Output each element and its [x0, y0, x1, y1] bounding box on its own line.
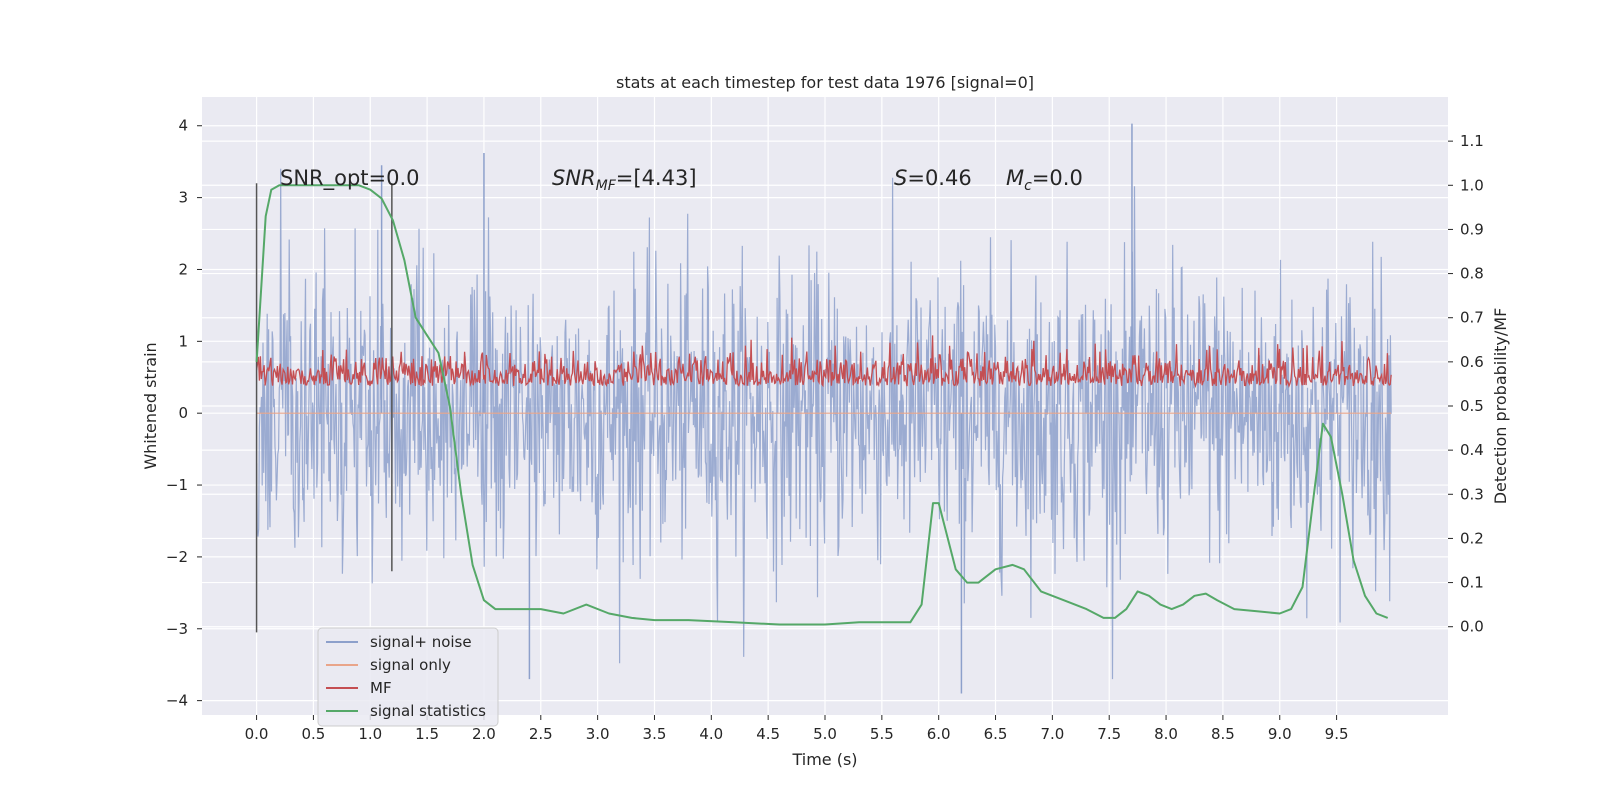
mf-line — [255, 335, 1392, 389]
annotation-mc-subscript: c — [1024, 178, 1032, 194]
y-right-tick-label: 0.4 — [1460, 441, 1484, 459]
x-tick-label: 6.0 — [927, 725, 951, 743]
x-tick-label: 4.5 — [756, 725, 780, 743]
x-tick-label: 9.0 — [1268, 725, 1292, 743]
y-right-tick-label: 0.9 — [1460, 220, 1484, 238]
x-tick-label: 0.5 — [301, 725, 325, 743]
y-right-tick-label: 1.1 — [1460, 132, 1484, 150]
signal-statistics-line — [255, 184, 1389, 626]
y-right-tick-label: 0.6 — [1460, 353, 1484, 371]
signal-statistics-series — [255, 184, 1389, 626]
x-tick-label: 5.0 — [813, 725, 837, 743]
annotation-s-value: =0.46 — [907, 166, 971, 190]
y-tick-label: −4 — [166, 692, 188, 710]
vertical-markers — [255, 183, 393, 633]
y-axis-label: Whitened strain — [141, 342, 160, 469]
x-axis-label: Time (s) — [791, 750, 857, 769]
legend: signal+ noise signal only MF signal stat… — [317, 627, 499, 727]
annotation-s: S=0.46 — [894, 166, 972, 190]
annotation-snr-mf-value: =[4.43] — [616, 166, 697, 190]
legend-label-signal-noise: signal+ noise — [370, 633, 472, 651]
annotation-snr-mf-subscript: MF — [596, 178, 617, 194]
y-right-tick-label: 0.0 — [1460, 618, 1484, 636]
axis-ticks: 0.0 0.5 1.0 1.5 2.0 2.5 3.0 3.5 4.0 4.5 5.0 5.5 6.0 6… — [166, 117, 1484, 743]
annotation-snr-mf-symbol: SNR — [552, 166, 596, 190]
y-tick-label: 0 — [178, 404, 188, 422]
y-tick-label: 2 — [178, 260, 188, 278]
x-tick-label: 9.5 — [1325, 725, 1349, 743]
annotation-mc: Mc=0.0 — [1006, 166, 1083, 194]
y-tick-label: −1 — [166, 476, 188, 494]
y-right-tick-label: 0.5 — [1460, 397, 1484, 415]
x-tick-label: 1.5 — [415, 725, 439, 743]
y-right-tick-label: 0.1 — [1460, 574, 1484, 592]
y-right-tick-label: 1.0 — [1460, 176, 1484, 194]
y-right-tick-label: 0.3 — [1460, 485, 1484, 503]
x-tick-label: 6.5 — [984, 725, 1008, 743]
x-tick-label: 2.5 — [529, 725, 553, 743]
x-tick-label: 1.0 — [358, 725, 382, 743]
x-tick-label: 5.5 — [870, 725, 894, 743]
y-tick-label: −3 — [166, 620, 188, 638]
x-tick-label: 4.0 — [699, 725, 723, 743]
y-right-tick-label: 0.8 — [1460, 265, 1484, 283]
x-tick-label: 3.0 — [586, 725, 610, 743]
annotation-snr-opt: SNR_opt=0.0 — [280, 166, 420, 191]
x-tick-label: 8.5 — [1211, 725, 1235, 743]
signal-noise-line — [256, 168, 1392, 680]
x-tick-label: 2.0 — [472, 725, 496, 743]
legend-box — [317, 627, 499, 727]
legend-label-mf: MF — [370, 679, 392, 697]
mf-series — [255, 335, 1392, 389]
y-axis-right-label: Detection probability/MF — [1491, 308, 1510, 505]
x-tick-label: 8.0 — [1154, 725, 1178, 743]
legend-label-signal-only: signal only — [370, 656, 451, 674]
y-tick-label: 3 — [178, 189, 188, 207]
y-tick-label: 4 — [178, 117, 188, 135]
x-tick-label: 3.5 — [643, 725, 667, 743]
x-tick-label: 7.5 — [1097, 725, 1121, 743]
annotation-s-symbol: S — [894, 166, 907, 190]
y-tick-label: 1 — [178, 332, 188, 350]
legend-label-signal-statistics: signal statistics — [370, 702, 486, 720]
y-tick-label: −2 — [166, 548, 188, 566]
annotation-snr-mf: SNRMF=[4.43] — [552, 166, 697, 194]
x-tick-label: 7.0 — [1040, 725, 1064, 743]
chart-title: stats at each timestep for test data 197… — [616, 73, 1034, 92]
annotation-mc-symbol: M — [1006, 166, 1024, 190]
y-right-tick-label: 0.2 — [1460, 529, 1484, 547]
y-right-tick-label: 0.7 — [1460, 309, 1484, 327]
x-tick-label: 0.0 — [245, 725, 269, 743]
annotation-mc-value: =0.0 — [1032, 166, 1083, 190]
